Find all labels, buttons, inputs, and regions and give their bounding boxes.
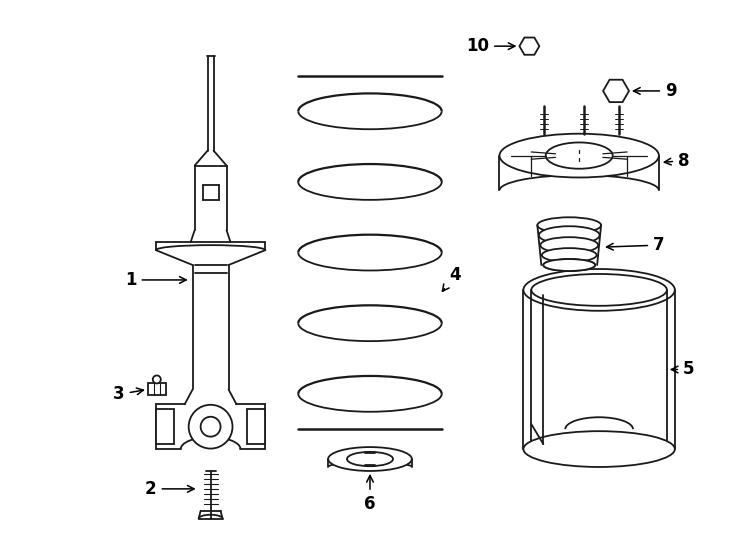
Ellipse shape: [542, 248, 597, 262]
Ellipse shape: [328, 447, 412, 471]
Ellipse shape: [540, 237, 598, 253]
Ellipse shape: [543, 259, 595, 271]
Ellipse shape: [500, 134, 659, 178]
Ellipse shape: [543, 259, 595, 271]
Circle shape: [189, 405, 233, 449]
Ellipse shape: [539, 226, 600, 244]
Text: 1: 1: [125, 271, 186, 289]
Text: 7: 7: [606, 236, 665, 254]
Text: 8: 8: [664, 152, 689, 170]
Bar: [156, 409, 174, 444]
Text: 6: 6: [364, 475, 376, 513]
Ellipse shape: [523, 431, 675, 467]
Circle shape: [525, 42, 534, 51]
Bar: [148, 383, 166, 395]
Circle shape: [200, 417, 220, 437]
Circle shape: [153, 375, 161, 383]
Text: 4: 4: [443, 266, 460, 291]
Circle shape: [609, 84, 622, 97]
Ellipse shape: [523, 269, 675, 311]
Ellipse shape: [347, 452, 393, 466]
Text: 9: 9: [633, 82, 677, 100]
Text: 2: 2: [145, 480, 195, 498]
Ellipse shape: [537, 217, 601, 233]
Bar: [247, 409, 266, 444]
Ellipse shape: [531, 274, 667, 306]
Text: 3: 3: [113, 386, 143, 403]
Text: 10: 10: [466, 37, 515, 55]
Ellipse shape: [545, 143, 613, 168]
Text: 5: 5: [672, 361, 694, 379]
